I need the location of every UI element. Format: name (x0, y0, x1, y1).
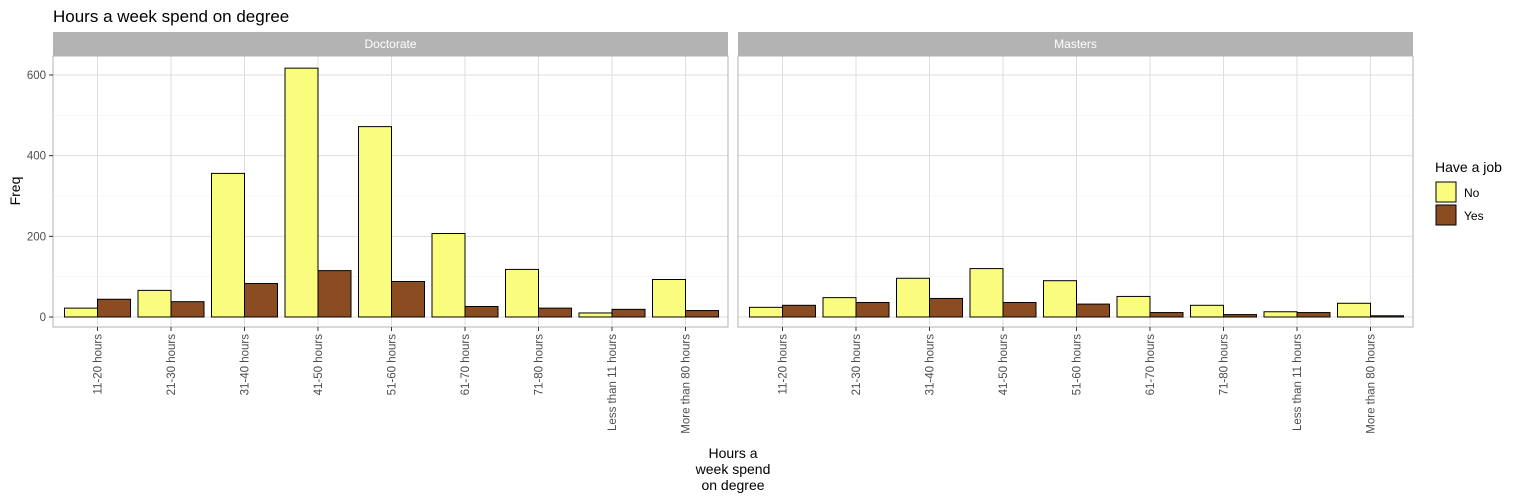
x-tick-label: 31-40 hours (240, 334, 252, 396)
bar-yes-2 (244, 283, 278, 318)
bar-yes-6 (1223, 314, 1257, 318)
bar-no-5 (431, 233, 466, 318)
x-tick-label: 71-80 hours (1219, 334, 1231, 396)
x-tick-label: 21-30 hours (851, 334, 863, 396)
x-tick-label: 51-60 hours (1072, 334, 1084, 396)
bar-yes-1 (170, 301, 205, 318)
facet-strip-label: Masters (1054, 37, 1097, 51)
x-tick-label: Less than 11 hours (607, 334, 619, 431)
bar-no-3 (284, 67, 319, 318)
bar-yes-2 (929, 297, 963, 318)
legend-label-yes: Yes (1464, 209, 1484, 223)
bar-no-1 (822, 297, 857, 318)
y-axis: 0 200 400 600 (27, 70, 53, 324)
x-tick-label: 11-20 hours (778, 334, 790, 395)
x-tick-label: 11-20 hours (93, 334, 105, 395)
bar-yes-8 (1370, 315, 1404, 318)
y-tick-label: 600 (27, 70, 46, 82)
x-tick-label: 41-50 hours (313, 334, 325, 396)
y-tick-label: 0 (40, 312, 46, 324)
legend-label-no: No (1464, 186, 1480, 200)
bar-no-0 (749, 306, 783, 318)
bar-no-7 (578, 312, 613, 318)
x-tick-label: 71-80 hours (534, 334, 546, 396)
x-tick-labels: 11-20 hours 21-30 hours 31-40 hours 41-50 h… (778, 327, 1378, 434)
bar-yes-5 (464, 306, 499, 318)
bar-yes-7 (611, 308, 646, 318)
bar-yes-4 (1076, 303, 1110, 318)
bar-yes-0 (782, 304, 816, 318)
y-axis-title: Freq (7, 177, 23, 206)
x-tick-label: 51-60 hours (387, 334, 399, 396)
facet-panel-doctorate: Doctorate 11-20 hours 21-30 hours 31-40 ho… (52, 32, 729, 434)
bar-no-8 (652, 278, 686, 318)
x-tick-label: Less than 11 hours (1292, 334, 1304, 431)
bars (64, 67, 719, 318)
bar-no-2 (896, 277, 930, 318)
bar-no-4 (358, 126, 392, 318)
x-tick-label: 21-30 hours (166, 334, 178, 396)
legend: Have a job No Yes (1435, 159, 1502, 226)
bar-yes-6 (538, 307, 572, 318)
bar-yes-5 (1149, 312, 1184, 318)
legend-swatch-no (1435, 181, 1457, 203)
facet-strip-label: Doctorate (364, 37, 416, 51)
x-tick-label: More than 80 hours (681, 334, 693, 434)
facet-strip (53, 32, 728, 56)
x-axis-title-line-2: week spend (695, 461, 771, 477)
x-axis-title-line-1: Hours a (708, 445, 757, 461)
x-tick-label: 61-70 hours (460, 334, 472, 396)
bar-no-5 (1116, 295, 1151, 318)
y-tick-label: 200 (27, 231, 46, 243)
bar-yes-1 (855, 301, 890, 318)
bar-no-3 (969, 268, 1004, 318)
bar-no-8 (1337, 302, 1371, 318)
x-axis-title: Hours a week spend on degree (695, 445, 771, 493)
bar-no-0 (64, 307, 98, 318)
chart-title: Hours a week spend on degree (53, 7, 289, 26)
bar-yes-3 (317, 270, 352, 318)
bar-yes-0 (97, 298, 131, 318)
x-tick-label: 31-40 hours (925, 334, 937, 396)
bar-no-6 (1190, 304, 1224, 318)
facet-strip (738, 32, 1413, 56)
x-axis-title-line-3: on degree (701, 477, 764, 493)
facet-panel-masters: Masters 11-20 hours 21-30 hours 31-40 hour… (737, 32, 1414, 434)
facet-panel-border (52, 55, 729, 328)
bar-no-1 (137, 289, 172, 318)
bar-yes-7 (1296, 312, 1331, 318)
y-tick-label: 400 (27, 151, 46, 163)
bars (749, 268, 1404, 318)
legend-swatch-yes (1435, 204, 1457, 226)
bar-yes-8 (685, 310, 719, 318)
bar-yes-3 (1002, 301, 1037, 318)
bar-no-4 (1043, 280, 1077, 318)
bar-no-7 (1263, 311, 1298, 318)
bar-no-6 (505, 268, 539, 318)
x-tick-label: 61-70 hours (1145, 334, 1157, 396)
x-tick-label: 41-50 hours (998, 334, 1010, 396)
x-tick-label: More than 80 hours (1366, 334, 1378, 434)
bar-yes-4 (391, 281, 425, 318)
legend-title: Have a job (1435, 159, 1502, 175)
facet-panel-border (737, 55, 1414, 328)
x-tick-labels: 11-20 hours 21-30 hours 31-40 hours 41-50 h… (93, 327, 693, 434)
bar-no-2 (211, 172, 245, 318)
